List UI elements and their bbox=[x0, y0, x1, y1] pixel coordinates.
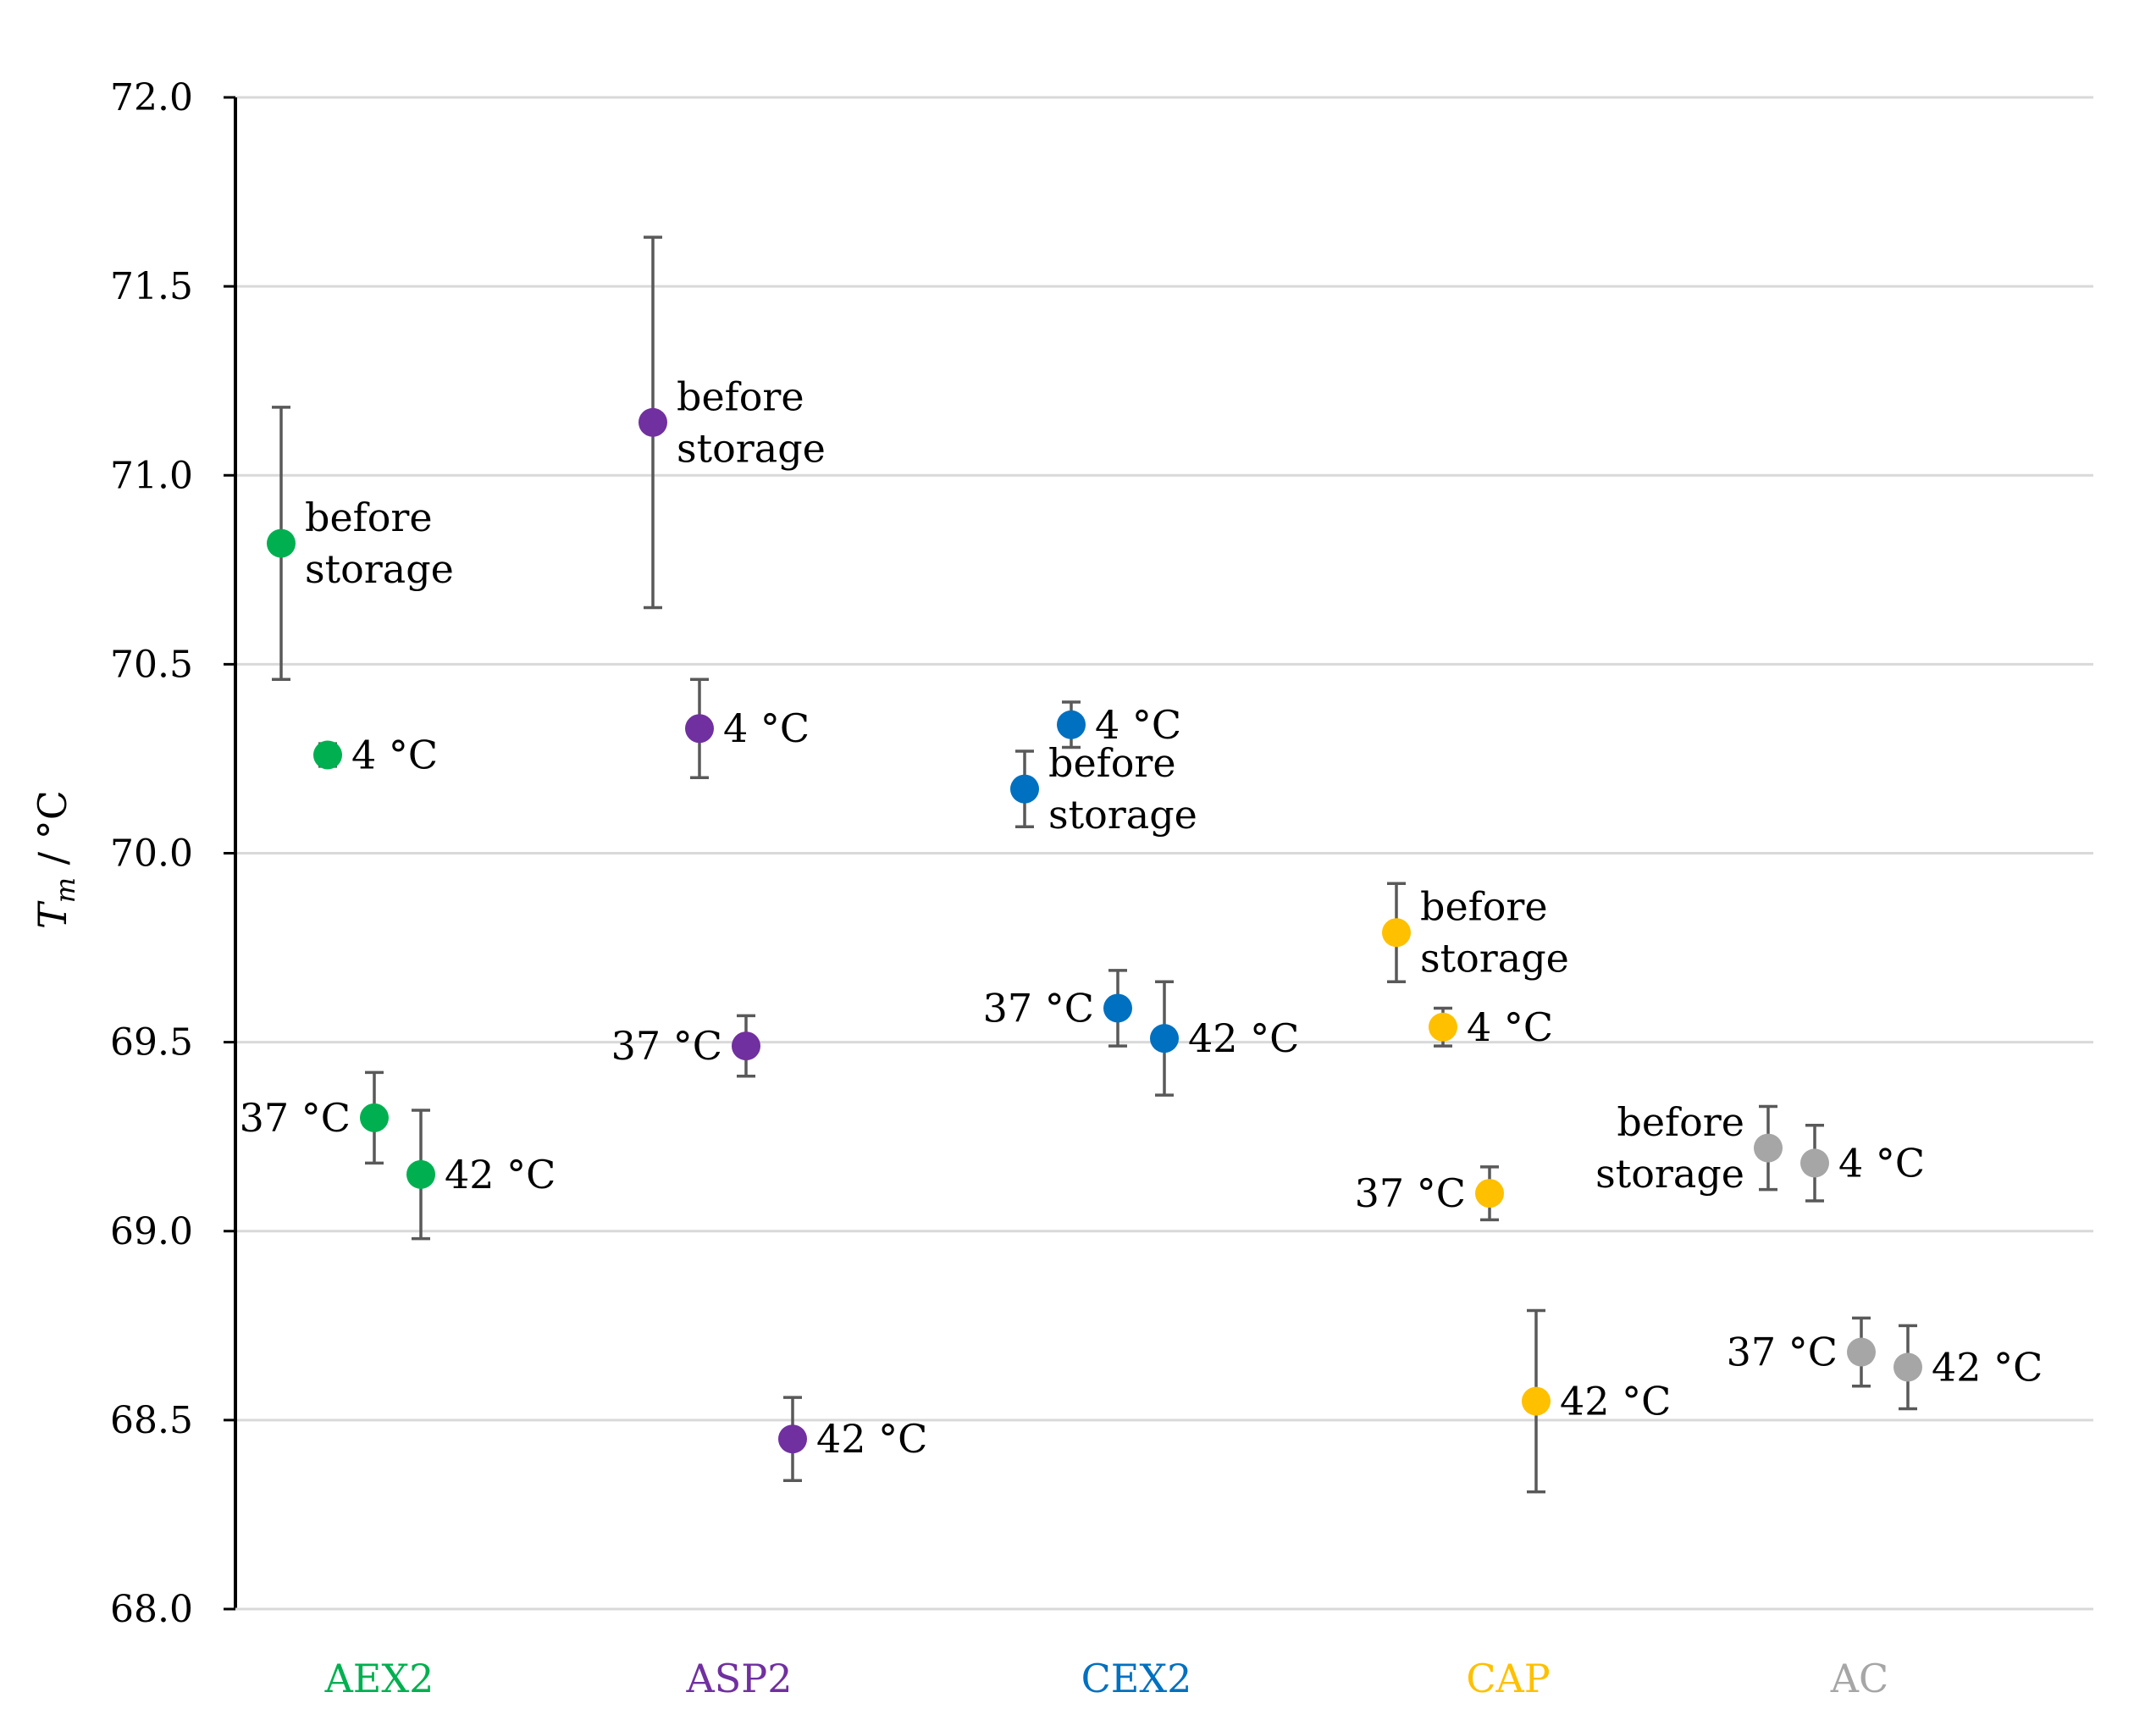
series-cap bbox=[1382, 918, 1551, 1416]
y-tick-labels: 68.0 68.5 69.0 69.5 70.0 70.5 71.0 71.5 72.0 bbox=[110, 76, 193, 1631]
point-label: 42 °C bbox=[1932, 1344, 2043, 1390]
point-label: 42 °C bbox=[1188, 1015, 1299, 1061]
data-point bbox=[1429, 1012, 1457, 1042]
point-label-line: 4 °C bbox=[1467, 1004, 1553, 1050]
point-label-line: 42 °C bbox=[1188, 1015, 1299, 1061]
point-label-line: 37 °C bbox=[983, 985, 1094, 1031]
data-point bbox=[1754, 1133, 1783, 1163]
data-point bbox=[1057, 710, 1086, 739]
data-point bbox=[1800, 1148, 1829, 1178]
point-label-line: storage bbox=[305, 546, 454, 592]
point-label-line: 42 °C bbox=[1932, 1344, 2043, 1390]
data-point bbox=[1103, 993, 1132, 1023]
point-label: 42 °C bbox=[816, 1416, 927, 1462]
x-category-label: CEX2 bbox=[1081, 1656, 1192, 1701]
axes bbox=[224, 96, 2093, 1611]
y-tick-label: 68.5 bbox=[110, 1399, 193, 1442]
y-tick-label: 70.0 bbox=[110, 832, 193, 876]
point-label-line: 4 °C bbox=[1838, 1140, 1925, 1186]
y-axis-title: Tm / °C bbox=[30, 790, 81, 929]
point-label-line: before bbox=[1048, 740, 1176, 786]
point-label-line: storage bbox=[677, 425, 826, 471]
point-label-line: storage bbox=[1420, 936, 1569, 982]
point-label: 4 °C bbox=[1095, 702, 1181, 748]
y-tick-label: 71.5 bbox=[110, 265, 193, 308]
y-tick-label: 71.0 bbox=[110, 454, 193, 497]
series-cex2 bbox=[1010, 710, 1179, 1054]
point-label-line: 37 °C bbox=[1727, 1330, 1838, 1375]
x-category-labels: AEX2 ASP2 CEX2 CAP AC bbox=[324, 1656, 1889, 1701]
point-label-line: 4 °C bbox=[351, 732, 438, 777]
data-point bbox=[360, 1103, 389, 1132]
point-label-line: 4 °C bbox=[1095, 702, 1181, 748]
point-label: 4 °C bbox=[351, 732, 438, 777]
point-label: before storage bbox=[1595, 1099, 1744, 1197]
data-point bbox=[732, 1031, 760, 1061]
data-point bbox=[406, 1159, 435, 1189]
series-aex2 bbox=[267, 528, 435, 1189]
y-tick-label: 72.0 bbox=[110, 76, 193, 119]
point-label-line: 37 °C bbox=[611, 1023, 722, 1069]
point-label: 37 °C bbox=[1355, 1170, 1466, 1216]
point-label-line: before bbox=[1420, 884, 1548, 930]
point-label: 37 °C bbox=[240, 1095, 351, 1141]
data-points bbox=[267, 407, 1922, 1454]
error-bars bbox=[272, 235, 1917, 1494]
series-asp2 bbox=[639, 407, 807, 1454]
y-axis-title-unit: / °C bbox=[30, 790, 75, 877]
point-label: 37 °C bbox=[611, 1023, 722, 1069]
data-point bbox=[1893, 1352, 1922, 1382]
point-label: 4 °C bbox=[1467, 1004, 1553, 1050]
point-label-line: storage bbox=[1048, 792, 1197, 838]
point-label: 37 °C bbox=[1727, 1330, 1838, 1375]
y-tick-label: 70.5 bbox=[110, 643, 193, 686]
data-point bbox=[1150, 1024, 1179, 1054]
point-label: 37 °C bbox=[983, 985, 1094, 1031]
point-label: 4 °C bbox=[723, 705, 810, 751]
point-label: before storage bbox=[1420, 884, 1569, 982]
y-axis-title-symbol: T bbox=[30, 900, 75, 929]
point-label-line: 37 °C bbox=[240, 1095, 351, 1141]
point-label: 4 °C bbox=[1838, 1140, 1925, 1186]
point-label: 42 °C bbox=[1560, 1379, 1671, 1424]
data-point bbox=[1010, 774, 1039, 804]
y-axis-title-subscript: m bbox=[49, 877, 81, 903]
series-ac bbox=[1754, 1133, 1922, 1382]
point-label-line: before bbox=[1617, 1099, 1744, 1145]
point-label-line: 42 °C bbox=[816, 1416, 927, 1462]
data-point bbox=[267, 528, 296, 558]
data-point bbox=[1847, 1337, 1876, 1367]
data-point bbox=[1475, 1179, 1504, 1208]
point-label-line: before bbox=[677, 373, 804, 419]
y-tick-label: 69.0 bbox=[110, 1210, 193, 1253]
data-point bbox=[639, 407, 667, 437]
point-label-line: 42 °C bbox=[445, 1152, 556, 1197]
point-label-line: storage bbox=[1595, 1151, 1744, 1197]
point-label-line: 4 °C bbox=[723, 705, 810, 751]
data-point bbox=[1522, 1386, 1551, 1416]
data-point bbox=[1382, 918, 1411, 948]
y-tick-label: 69.5 bbox=[110, 1021, 193, 1065]
point-label: before storage bbox=[1048, 740, 1197, 838]
x-category-label: CAP bbox=[1466, 1656, 1550, 1701]
x-category-label: AC bbox=[1830, 1656, 1888, 1701]
point-label-line: before bbox=[305, 495, 433, 540]
data-point bbox=[778, 1424, 807, 1454]
data-point bbox=[685, 714, 714, 744]
x-category-label: ASP2 bbox=[686, 1656, 793, 1701]
point-label: before storage bbox=[677, 373, 826, 471]
point-labels: before storage 4 °C 37 °C 42 °C before storage… bbox=[240, 373, 2043, 1462]
y-tick-label: 68.0 bbox=[110, 1588, 193, 1631]
point-label-line: 37 °C bbox=[1355, 1170, 1466, 1216]
x-category-label: AEX2 bbox=[324, 1656, 434, 1701]
point-label-line: 42 °C bbox=[1560, 1379, 1671, 1424]
data-point bbox=[313, 740, 342, 770]
point-label: 42 °C bbox=[445, 1152, 556, 1197]
point-label: before storage bbox=[305, 495, 454, 592]
